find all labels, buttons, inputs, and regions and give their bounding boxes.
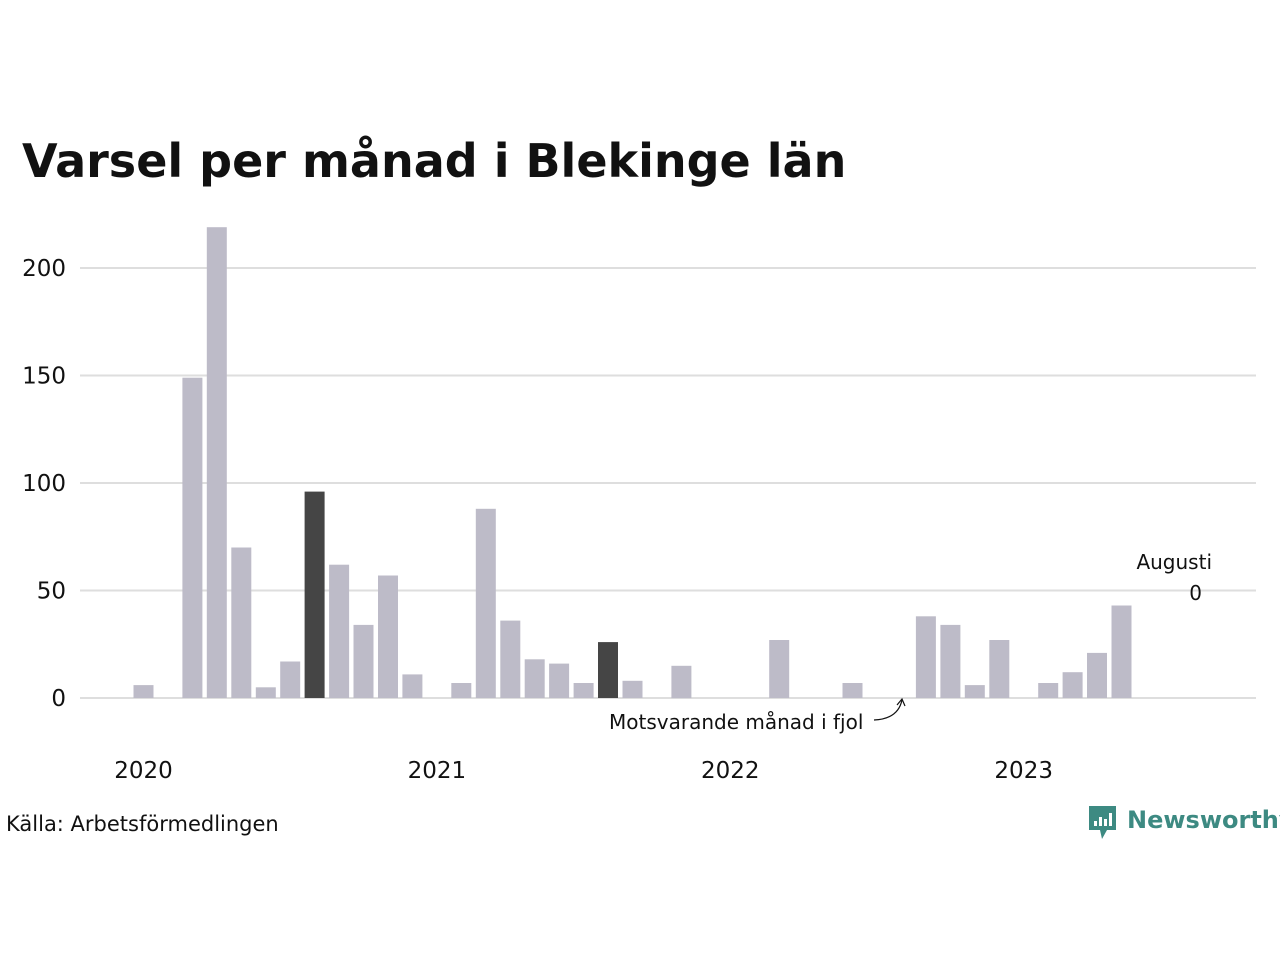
grid-lines bbox=[80, 267, 1256, 699]
source-note: Källa: Arbetsförmedlingen bbox=[6, 812, 279, 836]
bar-2021-11 bbox=[671, 665, 692, 699]
bar-2020-06 bbox=[255, 687, 276, 699]
chart-title: Varsel per månad i Blekinge län bbox=[22, 134, 846, 188]
annotation-arrow bbox=[873, 699, 903, 721]
y-tick-label: 200 bbox=[22, 256, 66, 282]
newsworthy-logo: Newsworthy bbox=[1089, 806, 1280, 839]
bar-2020-08 bbox=[304, 491, 325, 698]
y-tick-label: 0 bbox=[51, 686, 66, 712]
bar-2021-02 bbox=[451, 683, 472, 698]
logo-text: Newsworthy bbox=[1127, 806, 1280, 834]
annotation-arrowhead bbox=[896, 697, 906, 707]
bar-2022-06 bbox=[842, 683, 863, 698]
bar-2020-07 bbox=[280, 661, 301, 698]
x-tick-label: 2021 bbox=[408, 758, 467, 784]
bar-2021-06 bbox=[549, 663, 570, 698]
bar-2020-12 bbox=[402, 674, 423, 698]
x-axis-ticks: 2020 2021 2022 2023 bbox=[114, 758, 1053, 784]
bar-2021-08 bbox=[598, 642, 618, 698]
bar-2020-05 bbox=[231, 547, 252, 698]
bar-2020-03 bbox=[182, 377, 203, 698]
bar-2022-11 bbox=[964, 685, 985, 698]
bar-2020-11 bbox=[378, 575, 398, 698]
prev-year-annotation: Motsvarande månad i fjol bbox=[609, 710, 863, 734]
bar-2023-04 bbox=[1087, 652, 1107, 698]
y-axis-ticks: 0 50 100 150 200 bbox=[22, 256, 66, 712]
newsworthy-chart-icon bbox=[1089, 806, 1116, 839]
bar-2020-10 bbox=[353, 624, 374, 698]
bar-2023-03 bbox=[1062, 672, 1083, 698]
bar-2020-01 bbox=[133, 685, 154, 698]
bar-2022-09 bbox=[915, 616, 936, 698]
bar-2021-05 bbox=[524, 659, 545, 698]
bar-2022-03 bbox=[769, 640, 790, 698]
bar-2022-12 bbox=[989, 640, 1010, 698]
bar-2020-04 bbox=[206, 227, 227, 698]
last-month-label: Augusti bbox=[1136, 550, 1212, 574]
y-tick-label: 100 bbox=[22, 471, 66, 497]
bar-2020-09 bbox=[329, 564, 350, 698]
last-month-value: 0 bbox=[1189, 581, 1202, 605]
x-tick-label: 2022 bbox=[701, 758, 760, 784]
bar-2021-09 bbox=[622, 680, 643, 698]
x-tick-label: 2020 bbox=[114, 758, 173, 784]
x-tick-label: 2023 bbox=[994, 758, 1053, 784]
bar-2023-02 bbox=[1038, 683, 1059, 698]
bar-2021-07 bbox=[573, 683, 594, 698]
bar-2021-04 bbox=[500, 620, 521, 698]
bars bbox=[133, 227, 1132, 699]
bar-2022-10 bbox=[940, 624, 961, 698]
y-tick-label: 50 bbox=[37, 579, 66, 605]
y-tick-label: 150 bbox=[22, 364, 66, 390]
bar-2021-03 bbox=[475, 508, 496, 698]
bar-2023-05 bbox=[1111, 605, 1132, 698]
